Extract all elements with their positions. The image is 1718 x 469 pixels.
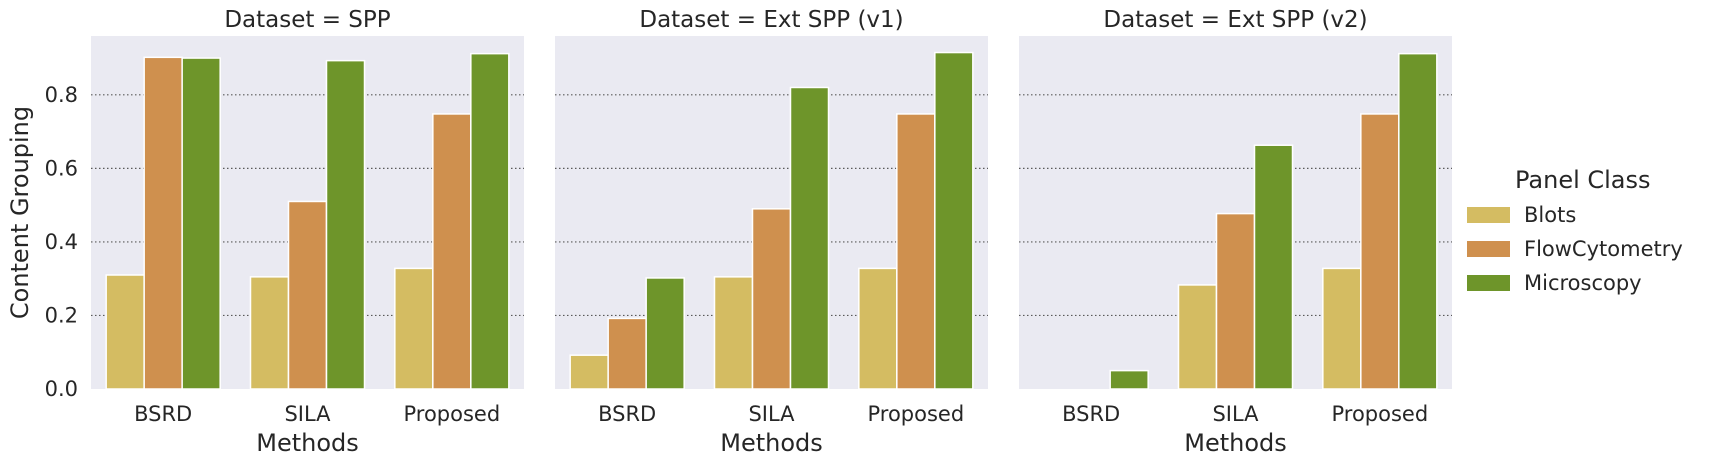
- bar-flowcytometry: [143, 56, 183, 390]
- x-tick-label: BSRD: [134, 402, 192, 426]
- y-tick-label: 0.8: [45, 83, 78, 107]
- x-axis-label: Methods: [256, 429, 359, 457]
- y-tick-label: 0.2: [45, 303, 78, 327]
- legend-swatch: [1467, 275, 1510, 291]
- x-tick-label: Proposed: [403, 402, 500, 426]
- panel-title: Dataset = Ext SPP (v2): [1103, 7, 1367, 33]
- bar-microscopy: [1109, 369, 1149, 390]
- bar-microscopy: [934, 51, 974, 390]
- bar-blots: [249, 276, 290, 390]
- y-tick-label: 0.4: [45, 230, 78, 254]
- panel-title: Dataset = Ext SPP (v1): [639, 7, 903, 33]
- bar-flowcytometry: [287, 200, 328, 390]
- legend-label: Microscopy: [1524, 271, 1642, 295]
- bar-microscopy: [470, 52, 510, 390]
- bar-blots: [394, 267, 434, 390]
- x-axis-label: Methods: [1184, 429, 1287, 457]
- bar-blots: [713, 276, 754, 390]
- bar-blots: [1322, 267, 1362, 390]
- bar-blots: [1177, 284, 1218, 390]
- y-axis-label: Content Grouping: [6, 106, 34, 319]
- x-tick-label: BSRD: [598, 402, 656, 426]
- y-tick-label: 0.0: [45, 377, 78, 401]
- bar-microscopy: [789, 86, 830, 390]
- bar-blots: [105, 274, 145, 390]
- panel-title: Dataset = SPP: [224, 7, 390, 33]
- x-tick-label: SILA: [1212, 402, 1259, 426]
- legend-swatch: [1467, 241, 1510, 257]
- bar-flowcytometry: [1360, 113, 1400, 390]
- x-tick-label: SILA: [284, 402, 331, 426]
- bar-flowcytometry: [432, 113, 472, 390]
- bar-microscopy: [645, 277, 685, 390]
- bar-flowcytometry: [607, 317, 647, 390]
- bar-blots: [858, 267, 898, 390]
- legend-label: Blots: [1524, 203, 1576, 227]
- y-tick-label: 0.6: [45, 156, 78, 180]
- bar-flowcytometry: [1215, 212, 1256, 390]
- bar-flowcytometry: [751, 208, 792, 390]
- x-tick-label: Proposed: [867, 402, 964, 426]
- bar-blots: [569, 354, 609, 390]
- legend-title: Panel Class: [1515, 166, 1651, 194]
- bar-flowcytometry: [896, 113, 936, 390]
- x-tick-label: SILA: [748, 402, 795, 426]
- x-tick-label: BSRD: [1062, 402, 1120, 426]
- x-axis-label: Methods: [720, 429, 823, 457]
- legend-swatch: [1467, 207, 1510, 223]
- bar-microscopy: [1253, 144, 1294, 390]
- bar-microscopy: [1398, 52, 1438, 390]
- bar-microscopy: [325, 59, 366, 390]
- bar-microscopy: [181, 57, 221, 390]
- legend-label: FlowCytometry: [1524, 237, 1683, 261]
- x-tick-label: Proposed: [1331, 402, 1428, 426]
